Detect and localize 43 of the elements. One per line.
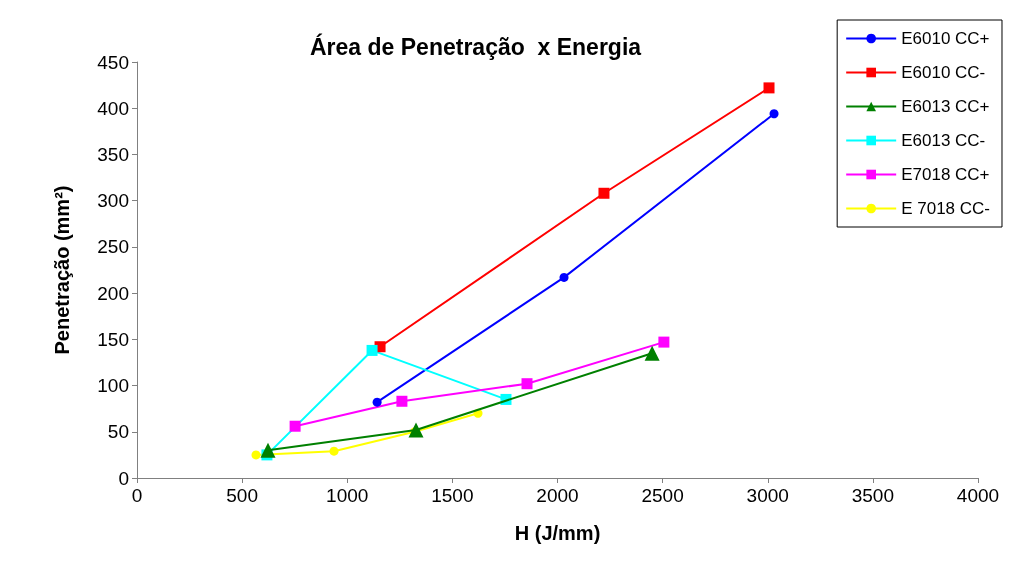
x-tick-label: 1500	[431, 485, 474, 506]
x-tick-label: 2500	[641, 485, 684, 506]
point	[396, 395, 408, 407]
x-tick-label: 500	[226, 485, 258, 506]
y-axis-title: Penetração (mm²)	[51, 185, 73, 355]
y-tick-label: 50	[107, 421, 129, 443]
legend-label: E6013 CC-	[901, 131, 986, 150]
point	[658, 336, 670, 348]
legend-label: E6010 CC+	[901, 29, 990, 48]
y-tick-label: 150	[97, 328, 129, 350]
point	[289, 420, 301, 432]
x-tick-label: 0	[131, 485, 143, 506]
y-tick-label: 400	[97, 97, 129, 119]
legend-label: E 7018 CC-	[901, 199, 991, 218]
point	[769, 109, 779, 119]
x-tick-label: 1000	[326, 485, 369, 506]
point	[521, 378, 533, 390]
point	[598, 187, 610, 199]
x-tick-label: 3500	[851, 485, 895, 506]
y-tick-label: 200	[97, 282, 129, 304]
legend-label: E6013 CC+	[901, 97, 990, 116]
point	[329, 446, 339, 456]
point	[763, 82, 775, 94]
x-tick-label: 2000	[536, 485, 579, 506]
x-axis-title: H (J/mm)	[514, 522, 601, 544]
y-tick-label: 100	[97, 375, 129, 397]
point	[260, 442, 276, 458]
y-tick-label: 0	[118, 467, 129, 489]
chart-title: Área de Penetração x Energia	[310, 32, 642, 60]
point	[559, 272, 569, 282]
point	[408, 422, 424, 438]
y-tick-label: 450	[97, 51, 129, 73]
y-tick-label: 300	[97, 190, 129, 212]
point	[644, 345, 660, 361]
point	[372, 397, 382, 407]
legend-label: E7018 CC+	[901, 165, 990, 184]
y-tick-label: 350	[97, 143, 129, 165]
y-tick-label: 250	[97, 236, 129, 258]
point	[251, 450, 261, 460]
x-tick-label: 3000	[746, 485, 789, 506]
legend-label: E6010 CC-	[901, 63, 986, 82]
point	[366, 344, 378, 356]
x-tick-label: 4000	[956, 485, 1000, 506]
